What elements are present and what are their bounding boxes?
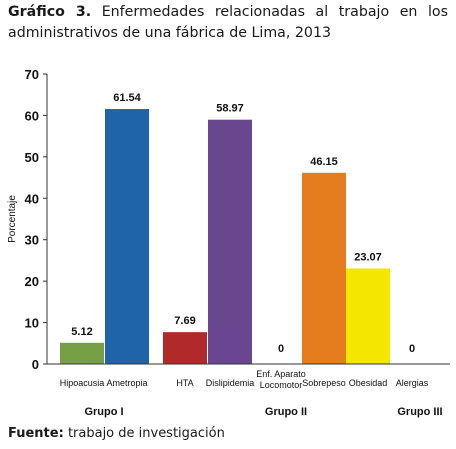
caption-label: Gráfico 3. — [8, 4, 92, 20]
x-category-label: Obesidad — [349, 378, 388, 388]
bar — [105, 109, 149, 364]
bar — [302, 172, 346, 364]
source-text: trabajo de investigación — [67, 426, 225, 441]
x-category-label: Sobrepeso — [302, 378, 346, 388]
bar-value-label: 58.97 — [216, 103, 244, 115]
group-label: Grupo II — [265, 406, 307, 418]
x-category-label: Ametropia — [106, 378, 147, 388]
y-tick-label: 40 — [25, 191, 39, 206]
y-tick-label: 20 — [25, 274, 39, 289]
group-label: Grupo I — [84, 406, 123, 418]
bar-value-label: 7.69 — [174, 315, 195, 327]
x-category-label: Alergias — [396, 378, 429, 388]
bar-value-label: 5.12 — [71, 326, 92, 338]
bar-value-label: 46.15 — [310, 156, 338, 168]
bar — [346, 268, 390, 364]
x-category-label: Enf. Aparato — [256, 369, 306, 379]
bar-value-label: 61.54 — [113, 92, 141, 104]
y-tick-label: 50 — [25, 150, 39, 165]
y-tick-label: 0 — [32, 357, 39, 372]
chart-caption: Gráfico 3. Enfermedades relacionadas al … — [8, 2, 448, 44]
bar — [208, 119, 252, 365]
group-label: Grupo III — [397, 406, 442, 418]
x-category-label: HTA — [176, 378, 193, 388]
x-category-label: Locomotor — [260, 380, 303, 390]
bar — [60, 342, 104, 364]
y-tick-label: 60 — [25, 108, 39, 123]
y-tick-label: 10 — [25, 316, 39, 331]
bar — [163, 332, 207, 364]
y-axis-label: Porcentaje — [7, 195, 18, 243]
y-tick-label: 70 — [25, 67, 39, 82]
bar-value-label: 0 — [278, 343, 284, 355]
x-category-label: Dislipidemia — [206, 378, 255, 388]
y-tick-label: 30 — [25, 233, 39, 248]
source-note: Fuente: trabajo de investigación — [8, 426, 225, 441]
caption-text: Enfermedades relacionadas al trabajo en … — [8, 4, 448, 41]
source-label: Fuente: — [8, 426, 64, 441]
bar-value-label: 23.07 — [354, 251, 382, 263]
bar-value-label: 0 — [409, 343, 415, 355]
x-category-label: Hipoacusia — [60, 378, 105, 388]
